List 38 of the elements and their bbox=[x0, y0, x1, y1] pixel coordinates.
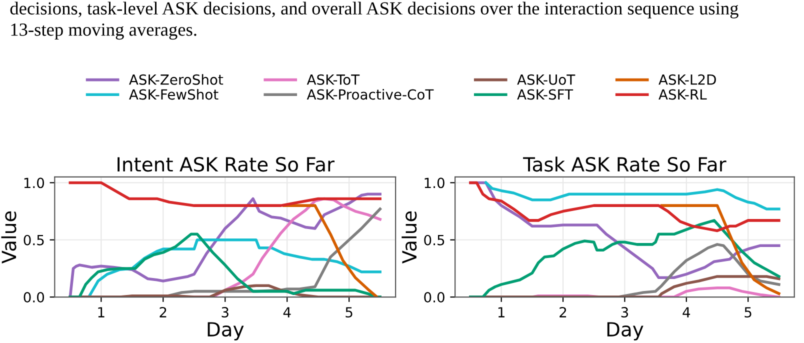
x-tick-label: 3 bbox=[621, 307, 628, 318]
legend-label: ASK-RL bbox=[658, 89, 707, 100]
chart-title: Intent ASK Rate So Far bbox=[118, 157, 335, 172]
legend-label: ASK-UoT bbox=[517, 74, 576, 85]
legend-label: ASK-Proactive-CoT bbox=[306, 88, 434, 100]
y-tick-label: 0.5 bbox=[424, 234, 444, 246]
legend-label: ASK-L2D bbox=[658, 74, 716, 85]
x-tick-label: 3 bbox=[222, 307, 228, 318]
legend-label: ASK-SFT bbox=[517, 89, 574, 100]
x-axis-title: Day bbox=[208, 322, 244, 340]
x-tick-label: 1 bbox=[498, 307, 504, 318]
y-tick-label: 1.0 bbox=[24, 178, 44, 188]
line-series bbox=[469, 181, 780, 232]
legend-label: ASK-ZeroShot bbox=[129, 74, 224, 85]
y-tick-label: 0.5 bbox=[24, 234, 44, 246]
line-series bbox=[282, 204, 378, 298]
y-tick-label: 0.0 bbox=[424, 292, 444, 303]
y-axis-title: Value bbox=[402, 211, 417, 264]
line-series bbox=[469, 219, 780, 298]
text: decisions, task-level ASK decisions, and overall ASK decisions over the interaction sequence using bbox=[10, 2, 738, 18]
x-tick-label: 2 bbox=[160, 307, 166, 318]
x-tick-label: 2 bbox=[560, 307, 566, 318]
x-tick-label: 5 bbox=[744, 307, 752, 318]
y-axis-title: Value bbox=[1, 211, 16, 264]
line-series bbox=[484, 181, 780, 210]
legend-label: ASK-ToT bbox=[306, 74, 360, 85]
chart-title: Task ASK Rate So Far bbox=[523, 156, 726, 172]
y-tick-label: 0.0 bbox=[24, 292, 44, 303]
legend-label: ASK-FewShot bbox=[129, 88, 218, 100]
x-tick-label: 5 bbox=[346, 307, 352, 318]
x-axis-title: Day bbox=[607, 322, 644, 340]
y-tick-label: 1.0 bbox=[424, 178, 444, 188]
line-series bbox=[68, 181, 382, 207]
x-tick-label: 4 bbox=[682, 307, 690, 318]
x-tick-label: 4 bbox=[283, 307, 291, 318]
x-tick-label: 1 bbox=[98, 307, 104, 318]
line-series bbox=[660, 204, 780, 295]
text: 13-step moving averages. bbox=[11, 24, 196, 40]
